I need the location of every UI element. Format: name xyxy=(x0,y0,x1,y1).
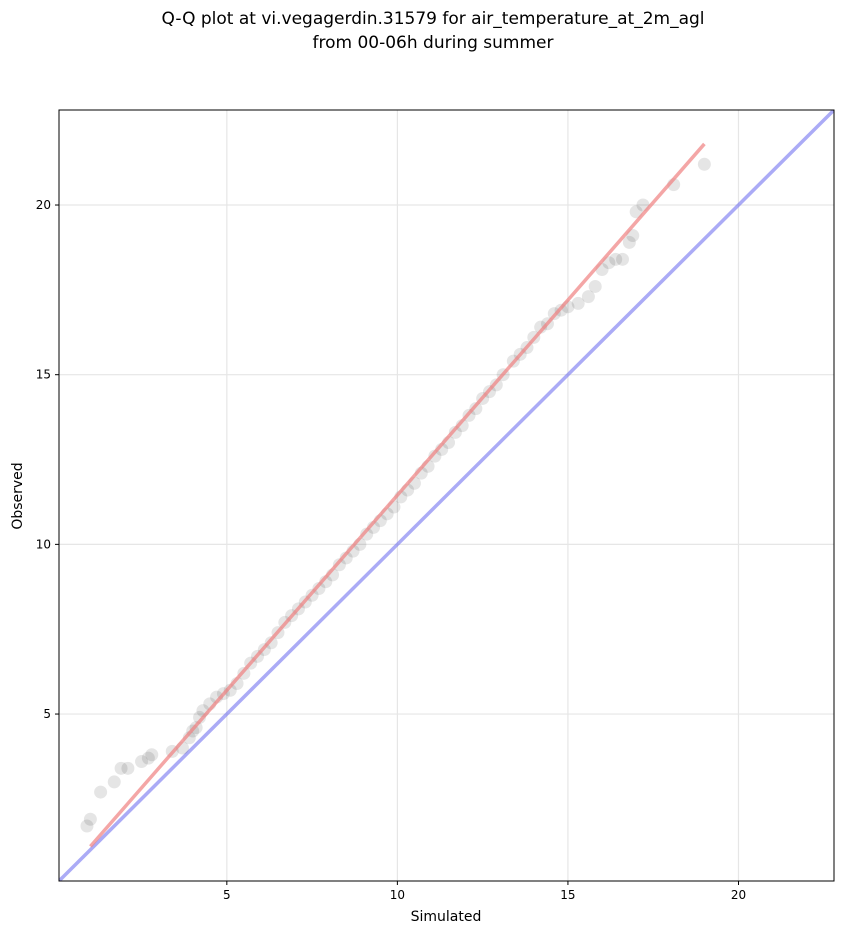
qq-point xyxy=(626,229,640,243)
qq-point xyxy=(145,748,159,762)
chart-title: Q-Q plot at vi.vegagerdin.31579 for air_… xyxy=(161,9,704,29)
qq-point xyxy=(332,558,346,572)
qq-point xyxy=(121,761,135,775)
qq-point xyxy=(94,785,108,799)
y-tick-label: 5 xyxy=(43,707,51,721)
qq-point xyxy=(448,425,462,439)
grid-layer xyxy=(59,110,834,881)
fit-line xyxy=(89,142,706,848)
qq-point xyxy=(469,402,483,416)
y-tick-label: 20 xyxy=(36,198,51,212)
chart-subtitle: from 00-06h during summer xyxy=(313,33,554,53)
qq-point xyxy=(83,812,97,826)
qq-point xyxy=(80,819,94,833)
fit-line-layer xyxy=(89,142,706,848)
qq-point xyxy=(107,775,121,789)
qq-point xyxy=(135,755,149,769)
qq-point xyxy=(534,320,548,334)
qq-point xyxy=(312,581,326,595)
qq-point xyxy=(360,527,374,541)
qq-point xyxy=(629,205,643,219)
x-axis-label: Simulated xyxy=(411,909,482,925)
x-tick-label: 10 xyxy=(390,888,405,902)
x-tick-label: 15 xyxy=(560,888,575,902)
qq-point xyxy=(571,296,585,310)
qq-point xyxy=(588,279,602,293)
x-tick-label: 20 xyxy=(731,888,746,902)
x-ticks: 5 10 15 20 xyxy=(223,881,746,902)
qq-point xyxy=(193,710,207,724)
qq-point xyxy=(428,449,442,463)
qq-point xyxy=(697,157,711,171)
identity-line xyxy=(59,110,834,881)
plot-frame xyxy=(58,109,835,882)
qq-point xyxy=(622,235,636,249)
y-axis-label: Observed xyxy=(10,462,26,529)
y-tick-label: 10 xyxy=(36,537,51,551)
identity-line-layer xyxy=(59,110,834,881)
qq-point xyxy=(114,761,128,775)
y-tick-label: 15 xyxy=(36,368,51,382)
qq-point xyxy=(141,751,155,765)
x-tick-label: 5 xyxy=(223,888,231,902)
qq-point xyxy=(616,252,630,266)
qq-point xyxy=(581,290,595,304)
qq-point xyxy=(609,252,623,266)
y-ticks: 5 10 15 20 xyxy=(36,198,59,721)
qq-point xyxy=(223,683,237,697)
qq-point xyxy=(264,636,278,650)
qq-point xyxy=(339,551,353,565)
